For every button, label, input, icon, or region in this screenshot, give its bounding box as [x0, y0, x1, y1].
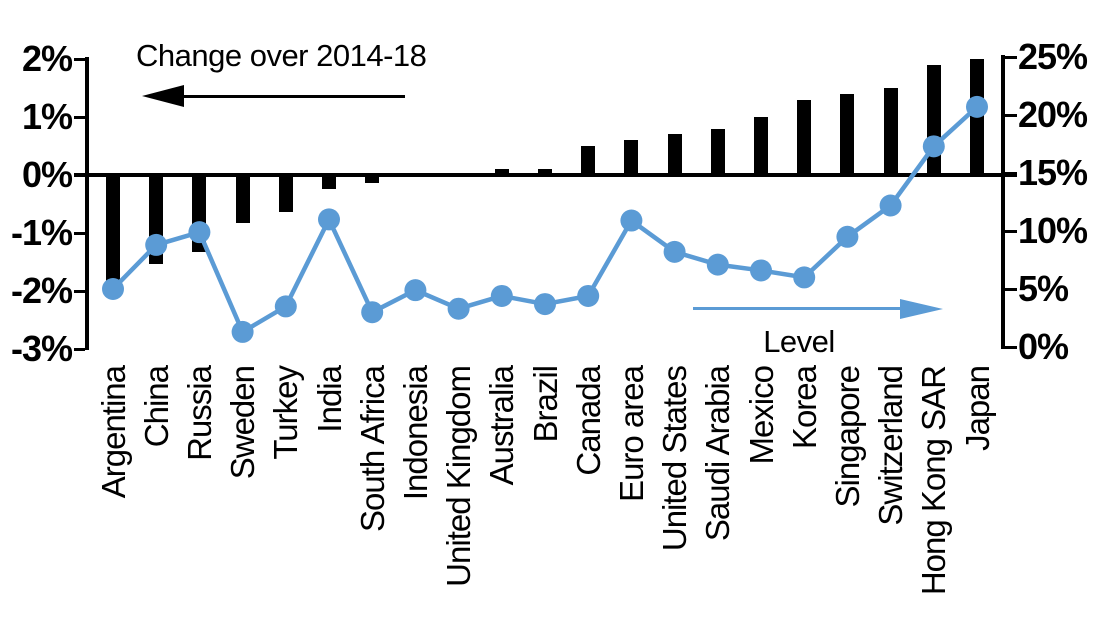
change-bar [278, 177, 293, 212]
right-axis-tick-label: 25% [1018, 36, 1088, 77]
change-bar [192, 177, 207, 253]
left-axis-tick [74, 347, 85, 351]
change-bar [235, 177, 250, 224]
level-marker [750, 259, 772, 282]
right-axis-tick [1005, 55, 1017, 59]
change-bar [754, 117, 768, 175]
left-arrow-line [182, 95, 405, 98]
change-bar [322, 177, 336, 189]
category-label-euro-area: Euro area [612, 366, 650, 502]
category-label-japan: Japan [958, 366, 996, 451]
right-axis-tick-label: 0% [1018, 326, 1069, 367]
change-bar [667, 134, 682, 175]
level-marker [274, 295, 297, 318]
left-axis-tick-label: 2% [21, 38, 73, 79]
right-axis-line [1001, 55, 1005, 349]
left-axis-tick [74, 231, 85, 235]
change-bar [624, 140, 639, 175]
change-bar [840, 93, 855, 175]
left-arrow-icon [142, 85, 184, 107]
level-marker [490, 284, 513, 307]
level-marker [318, 208, 340, 231]
left-axis-tick [74, 57, 85, 61]
left-axis-tick [74, 289, 85, 293]
level-marker [836, 225, 859, 248]
category-label-canada: Canada [569, 366, 607, 476]
right-axis-tick [1005, 113, 1017, 117]
category-label-australia: Australia [483, 366, 521, 486]
level-annotation-label: Level [763, 324, 835, 359]
category-label-india: India [310, 366, 348, 433]
change-bar [883, 88, 898, 175]
category-label-argentina: Argentina [94, 366, 132, 499]
category-label-russia: Russia [180, 366, 218, 461]
right-axis-tick [1005, 229, 1017, 233]
right-arrow-line [693, 307, 905, 310]
change-bar [149, 177, 164, 264]
change-annotation-label: Change over 2014-18 [136, 38, 427, 73]
category-label-china: China [137, 366, 175, 448]
category-label-sweden: Sweden [224, 366, 262, 480]
change-bar [106, 177, 120, 282]
category-label-south-africa: South Africa [353, 366, 391, 532]
right-axis-tick-label: 20% [1018, 94, 1088, 135]
category-label-singapore: Singapore [828, 366, 866, 508]
level-marker [534, 293, 556, 316]
level-marker [447, 297, 470, 320]
level-marker [663, 240, 686, 263]
left-axis-tick [74, 173, 85, 177]
category-label-turkey: Turkey [267, 366, 305, 460]
left-axis-tick [74, 115, 85, 119]
level-marker [231, 320, 254, 343]
change-bar [365, 177, 380, 183]
change-bar [581, 146, 596, 175]
level-marker [879, 194, 902, 217]
category-label-united-kingdom: United Kingdom [440, 366, 478, 587]
right-axis-tick-label: 10% [1018, 210, 1088, 251]
change-bar [926, 64, 941, 175]
right-axis-tick-label: 15% [1018, 152, 1088, 193]
change-bar [710, 128, 725, 175]
level-marker [706, 253, 729, 276]
category-label-brazil: Brazil [526, 366, 564, 443]
left-axis-tick-label: -3% [10, 328, 73, 369]
category-label-indonesia: Indonesia [396, 366, 434, 501]
level-marker [793, 266, 816, 289]
right-axis-tick [1005, 287, 1017, 291]
right-axis-tick-label: 5% [1018, 268, 1069, 309]
change-bar [494, 169, 509, 175]
category-label-united-states: United States [656, 366, 694, 552]
category-label-korea: Korea [785, 366, 823, 450]
level-marker [404, 279, 427, 302]
right-axis-tick [1005, 171, 1017, 175]
change-bar [797, 99, 812, 175]
left-axis-tick-label: 1% [21, 96, 73, 137]
change-bar [970, 59, 984, 175]
change-bar [538, 169, 552, 175]
category-label-saudi-arabia: Saudi Arabia [699, 366, 737, 542]
left-axis-line [85, 57, 89, 350]
left-axis-tick-label: -2% [10, 270, 73, 311]
category-label-switzerland: Switzerland [872, 366, 910, 526]
right-axis-tick [1005, 345, 1017, 349]
left-axis-tick-label: -1% [10, 212, 73, 253]
left-axis-tick-label: 0% [21, 154, 73, 195]
level-marker [620, 209, 643, 232]
category-label-hong-kong-sar: Hong Kong SAR [915, 366, 953, 596]
level-marker [361, 301, 384, 324]
level-marker [577, 284, 600, 307]
category-label-mexico: Mexico [742, 366, 780, 465]
right-arrow-icon [900, 299, 943, 319]
